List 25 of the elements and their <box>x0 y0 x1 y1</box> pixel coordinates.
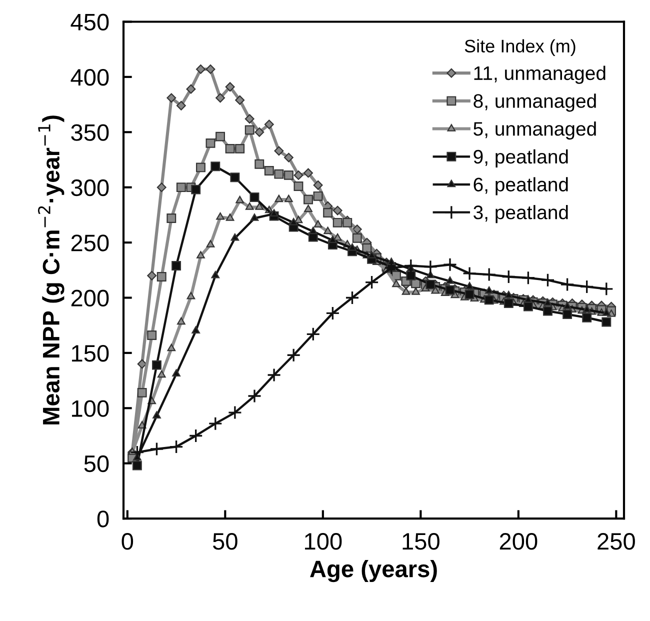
y-tick-label: 300 <box>71 179 109 196</box>
legend-label: 5, unmanaged <box>474 121 596 140</box>
x-tick-label: 0 <box>122 533 134 550</box>
y-tick-label: 100 <box>72 400 109 417</box>
legend-label: 9, peatland <box>474 149 568 168</box>
legend-label: 3, peatland <box>474 205 568 224</box>
x-tick-label: 150 <box>402 533 440 550</box>
legend-label: 6, peatland <box>474 177 568 196</box>
legend-title: Site Index (m) <box>464 39 576 56</box>
y-tick-label: 200 <box>71 290 109 307</box>
y-tick-label: 250 <box>71 234 109 252</box>
y-tick-label: 0 <box>97 510 109 528</box>
y-axis-title: Mean NPP (g C·m$^{−2}$·year$^{−1}$) <box>38 116 64 424</box>
y-tick-label: 450 <box>70 14 109 31</box>
legend-label: 8, unmanaged <box>474 94 596 112</box>
x-tick-label: 100 <box>305 533 342 550</box>
x-tick-label: 250 <box>598 533 635 550</box>
y-tick-label: 150 <box>72 345 109 362</box>
x-axis-title: Age (years) <box>310 560 437 582</box>
x-tick-label: 200 <box>500 533 538 550</box>
y-tick-label: 400 <box>70 69 109 86</box>
y-tick-label: 350 <box>71 124 109 141</box>
y-tick-label: 50 <box>84 455 109 472</box>
legend-label: 11, unmanaged <box>474 66 606 84</box>
x-tick-label: 50 <box>212 533 238 550</box>
